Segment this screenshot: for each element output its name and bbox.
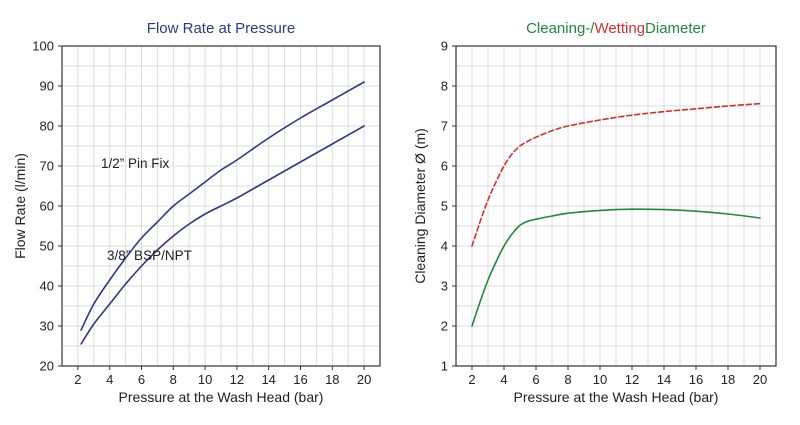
x-tick-label: 14 bbox=[261, 372, 275, 387]
x-tick-label: 8 bbox=[564, 372, 571, 387]
y-axis-label: Flow Rate (l/min) bbox=[12, 153, 28, 259]
y-tick-label: 30 bbox=[40, 319, 54, 334]
y-tick-label: 5 bbox=[441, 199, 448, 214]
x-tick-label: 8 bbox=[170, 372, 177, 387]
y-tick-label: 20 bbox=[40, 359, 54, 374]
y-tick-label: 60 bbox=[40, 199, 54, 214]
x-tick-label: 6 bbox=[138, 372, 145, 387]
flow-rate-chart: 2 4 6 8 10 12 14 16 18 20 20 30 40 50 60 70 80 90 100 Press… bbox=[12, 20, 381, 405]
y-tick-label: 1 bbox=[441, 359, 448, 374]
x-tick-label: 20 bbox=[753, 372, 767, 387]
series-line-cleaning bbox=[471, 208, 761, 327]
chart-title: Flow Rate at Pressure bbox=[147, 20, 295, 37]
series-line-3-8-bsp-npt bbox=[80, 125, 365, 345]
y-tick-label: 3 bbox=[441, 279, 448, 294]
y-tick-label: 2 bbox=[441, 319, 448, 334]
x-tick-label: 12 bbox=[625, 372, 639, 387]
x-tick-label: 16 bbox=[689, 372, 703, 387]
y-tick-label: 40 bbox=[40, 279, 54, 294]
y-axis-label: Cleaning Diameter Ø (m) bbox=[412, 128, 428, 284]
y-tick-label: 100 bbox=[32, 39, 54, 54]
x-tick-label: 18 bbox=[721, 372, 735, 387]
y-tick-label: 6 bbox=[441, 159, 448, 174]
x-axis-label: Pressure at the Wash Head (bar) bbox=[119, 389, 324, 405]
title-part: Wetting bbox=[594, 20, 645, 37]
x-tick-label: 2 bbox=[74, 372, 81, 387]
x-tick-label: 10 bbox=[198, 372, 212, 387]
y-tick-label: 8 bbox=[441, 79, 448, 94]
series-annotation: 1/2” Pin Fix bbox=[101, 156, 170, 171]
chart-title: Cleaning-/WettingDiameter bbox=[526, 20, 706, 37]
x-tick-label: 14 bbox=[657, 372, 671, 387]
y-tick-label: 70 bbox=[40, 159, 54, 174]
gridlines bbox=[456, 46, 776, 366]
x-tick-label: 10 bbox=[593, 372, 607, 387]
y-tick-label: 50 bbox=[40, 239, 54, 254]
y-tick-label: 80 bbox=[40, 119, 54, 134]
y-tick-label: 90 bbox=[40, 79, 54, 94]
x-tick-label: 4 bbox=[500, 372, 507, 387]
x-tick-label: 2 bbox=[468, 372, 475, 387]
title-part: Diameter bbox=[645, 20, 706, 37]
x-tick-label: 6 bbox=[532, 372, 539, 387]
title-part: Cleaning-/ bbox=[526, 20, 595, 37]
series-annotation: 3/8” BSP/NPT bbox=[107, 248, 192, 263]
x-axis-label: Pressure at the Wash Head (bar) bbox=[514, 389, 719, 405]
x-tick-label: 18 bbox=[325, 372, 339, 387]
x-tick-label: 4 bbox=[106, 372, 113, 387]
x-tick-label: 12 bbox=[230, 372, 244, 387]
series-line-wetting bbox=[471, 102, 761, 247]
x-tick-label: 16 bbox=[293, 372, 307, 387]
y-tick-label: 7 bbox=[441, 119, 448, 134]
x-tick-label: 20 bbox=[357, 372, 371, 387]
y-tick-label: 9 bbox=[441, 39, 448, 54]
y-tick-label: 4 bbox=[441, 239, 448, 254]
series-line-1-2-pin-fix bbox=[80, 81, 365, 331]
